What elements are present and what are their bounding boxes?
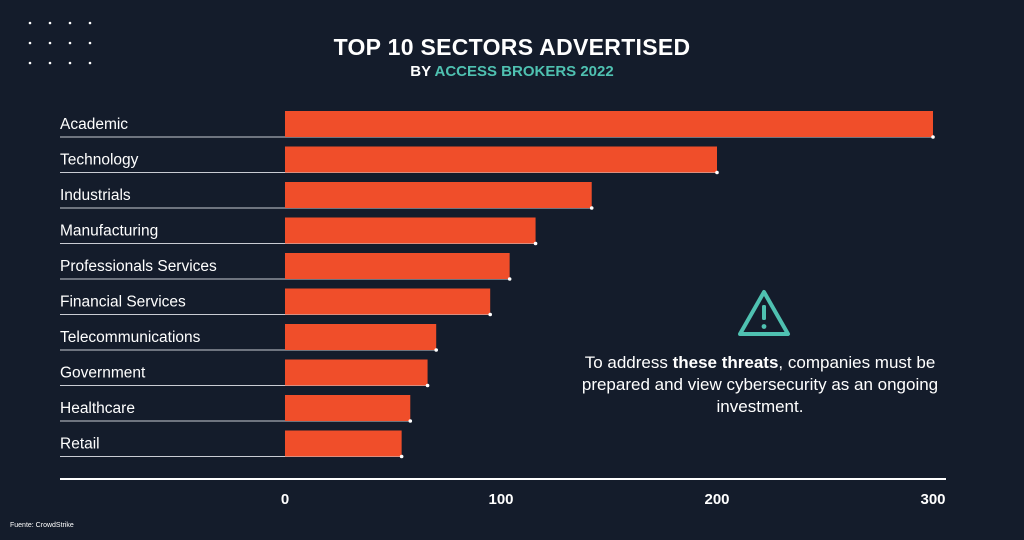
subtitle-prefix: BY	[410, 63, 431, 80]
bar-end-dot	[399, 454, 404, 459]
bar-end-dot	[507, 277, 512, 281]
bar	[285, 146, 717, 173]
dot-grid-icon	[28, 21, 92, 65]
category-label: Technology	[60, 152, 139, 169]
x-tick-label: 0	[281, 491, 289, 508]
note-text-before: To address	[584, 353, 673, 372]
category-label: Healthcare	[60, 400, 135, 417]
bar-end-dot	[715, 170, 719, 175]
warning-triangle-icon	[738, 290, 790, 336]
x-tick-label: 100	[488, 491, 513, 508]
bar	[285, 430, 402, 457]
bar	[285, 359, 428, 386]
bar-end-dot	[589, 206, 594, 210]
x-tick-label: 200	[704, 491, 729, 508]
note-text-after: , companies must be prepared and view cy…	[581, 353, 939, 416]
x-tick-label: 300	[920, 491, 945, 508]
bar	[285, 324, 437, 350]
bar-end-dot	[931, 135, 935, 139]
category-label: Government	[60, 365, 146, 382]
bar	[285, 395, 411, 421]
bar-end-dot	[425, 383, 430, 388]
category-label: Academic	[60, 116, 128, 133]
chart-title: TOP 10 SECTORS ADVERTISED	[333, 34, 691, 60]
bar	[285, 288, 491, 315]
bar-end-dot	[533, 241, 538, 246]
category-label: Retail	[60, 436, 100, 453]
category-label: Professionals Services	[60, 258, 217, 275]
bar	[285, 217, 536, 244]
category-label: Manufacturing	[60, 223, 158, 240]
bar	[285, 182, 592, 208]
bar-end-dot	[434, 348, 439, 352]
category-label: Industrials	[60, 187, 131, 204]
note-text-bold: these threats	[672, 353, 779, 372]
bar-end-dot	[488, 312, 493, 317]
bar	[285, 111, 933, 137]
category-label: Telecommunications	[60, 329, 201, 346]
subtitle-accent: ACCESS BROKERS 2022	[434, 63, 614, 80]
chart-subtitle: BY ACCESS BROKERS 2022	[0, 63, 1024, 80]
threat-note: To address these threats, companies must…	[580, 352, 940, 418]
category-label: Financial Services	[60, 294, 186, 311]
bar	[285, 253, 510, 279]
bar-end-dot	[408, 419, 413, 423]
source-caption: Fuente: CrowdStrike	[10, 522, 74, 529]
